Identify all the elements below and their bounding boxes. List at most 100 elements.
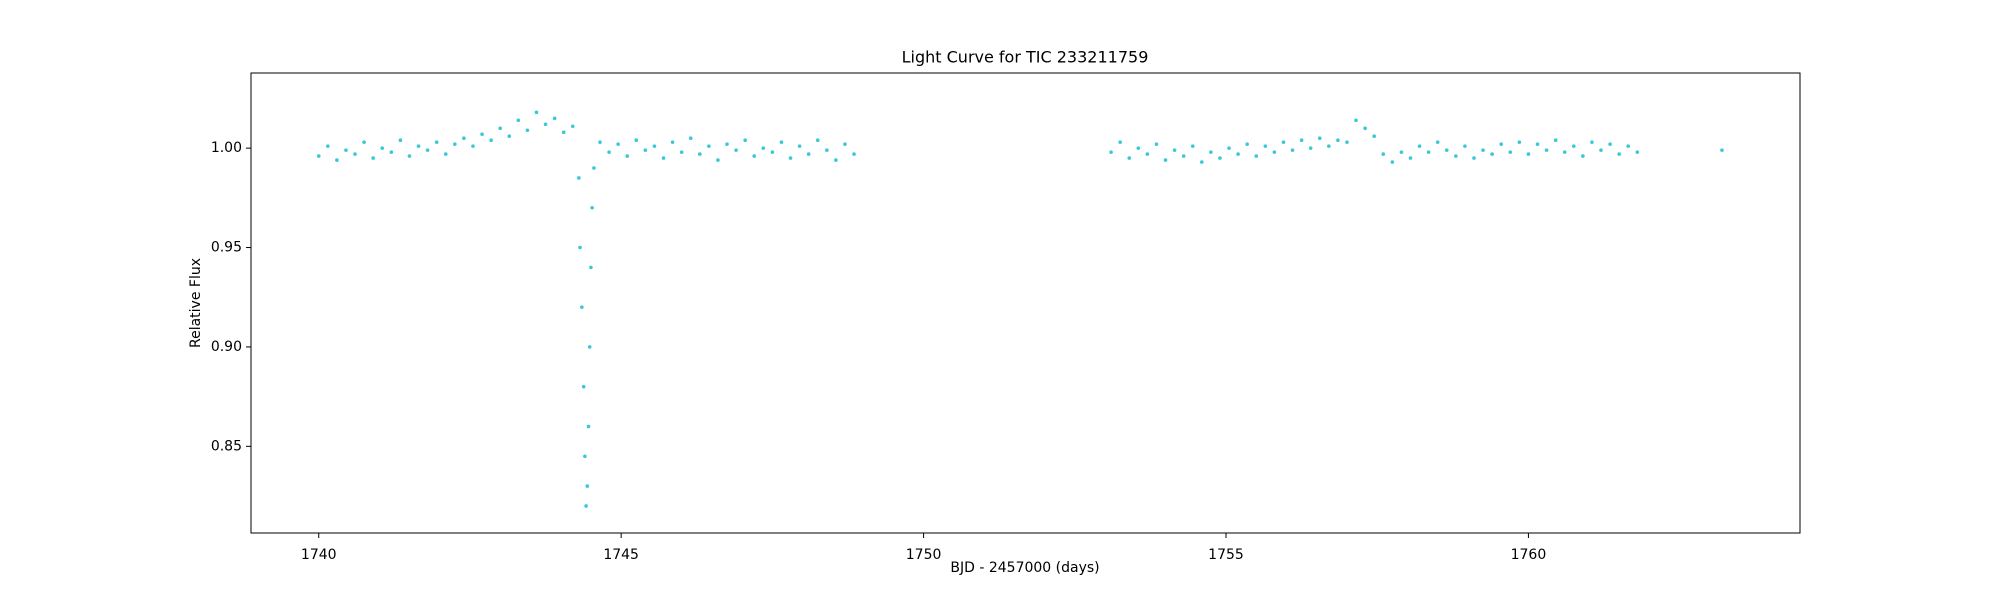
y-tick-label: 1.00 [211,140,242,156]
data-point [652,144,657,148]
data-point [1526,152,1531,156]
data-point [407,154,412,158]
data-point [852,152,856,156]
data-point [1571,144,1576,148]
data-point [1720,148,1724,152]
data-point [1544,148,1549,152]
data-point [770,150,775,154]
x-tick-label: 1750 [906,547,942,563]
data-point [598,140,602,144]
data-point [1209,150,1213,154]
data-point [586,424,591,429]
data-point [1435,140,1440,144]
data-point [578,245,582,250]
data-point [725,142,729,146]
data-point [679,150,684,154]
data-point [1417,144,1422,148]
data-point [1181,154,1186,158]
data-point [1517,140,1522,144]
data-point [815,138,820,142]
data-point [380,146,385,150]
y-axis-label: Relative Flux [188,258,204,348]
data-point [1190,144,1195,148]
x-tick-label: 1760 [1511,547,1547,563]
data-point [1372,134,1376,139]
data-point [590,205,594,210]
y-tick-label: 0.85 [211,438,242,454]
data-point [625,154,630,158]
data-point [581,384,586,389]
data-point [585,484,590,488]
data-point [344,148,348,152]
data-point [734,148,738,152]
data-point [1154,142,1159,146]
data-point [577,176,581,180]
data-point [498,126,502,131]
data-point [434,140,439,144]
data-point [752,154,757,158]
data-point [570,124,575,129]
data-point [788,156,793,160]
x-axis-label: BJD - 2457000 (days) [950,560,1099,576]
data-point [552,116,557,121]
x-tick-label: 1755 [1208,547,1244,563]
data-point [797,144,802,148]
data-point [462,136,466,141]
data-point [1145,152,1150,156]
data-point [583,454,587,459]
data-point [543,122,548,127]
data-point [825,148,829,152]
data-point [398,138,403,142]
data-point [1490,152,1494,156]
data-point [1454,154,1458,158]
data-point [607,150,611,154]
data-point [843,142,847,146]
data-point [1254,154,1259,158]
data-point [1354,118,1358,123]
data-point [1290,148,1295,152]
data-point [489,138,493,142]
data-point [335,158,339,162]
data-point [1481,148,1485,152]
data-point [1172,148,1177,152]
data-point [592,166,596,170]
data-point [716,158,720,162]
data-point [1272,150,1277,154]
data-point [316,154,321,158]
data-point [643,148,648,152]
y-tick-label: 0.95 [211,240,242,256]
data-point [1381,152,1386,156]
data-point [761,146,766,150]
data-point [806,152,811,156]
data-point [1499,142,1504,146]
data-point [425,148,430,152]
y-tick-label: 0.90 [211,339,242,355]
data-point [1327,144,1331,148]
data-point [507,134,512,139]
data-point [353,152,357,156]
plot-frame [250,72,1801,534]
data-point [1118,140,1122,144]
data-point [1617,152,1621,156]
data-point [453,142,457,146]
data-point [416,144,421,148]
data-point [516,118,521,123]
data-point [1336,138,1340,142]
data-point [779,140,784,144]
data-point [1508,150,1513,154]
data-point [1136,146,1141,150]
data-point [480,132,484,137]
chart-title: Light Curve for TIC 233211759 [902,48,1149,67]
data-point [1626,144,1631,148]
data-point [1227,146,1231,150]
data-point [362,140,366,144]
data-point [534,110,539,115]
data-point [707,144,711,148]
data-point [1263,144,1268,148]
data-point [1590,140,1594,144]
x-tick-label: 1745 [603,547,639,563]
data-point [580,305,584,309]
